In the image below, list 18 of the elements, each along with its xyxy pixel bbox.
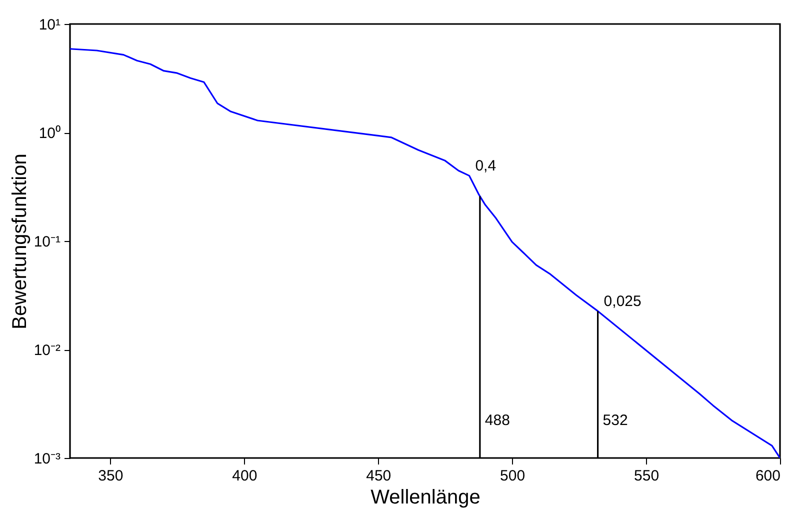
x-tick-label: 350	[98, 468, 124, 484]
ref-line-label: 488	[484, 412, 510, 429]
y-tick-label: 10⁻²	[34, 342, 60, 359]
annotation: 0,4	[475, 158, 496, 175]
x-tick-label: 500	[500, 468, 526, 484]
y-axis-title: Bewertungsfunktion	[8, 154, 31, 330]
annotation: 0,025	[604, 293, 642, 310]
x-tick-label: 600	[755, 468, 780, 484]
y-tick-label: 10¹	[38, 16, 60, 34]
y-tick-label: 10⁻³	[34, 450, 60, 468]
ref-line-label: 532	[602, 412, 628, 429]
y-tick-label: 10⁰	[38, 125, 60, 142]
x-axis-title: Wellenlänge	[370, 486, 480, 508]
x-tick-label: 550	[634, 468, 660, 484]
x-tick-label: 400	[232, 468, 258, 484]
x-tick-label: 450	[366, 468, 392, 484]
line-series	[70, 48, 780, 458]
y-tick-label: 10⁻¹	[34, 234, 60, 250]
